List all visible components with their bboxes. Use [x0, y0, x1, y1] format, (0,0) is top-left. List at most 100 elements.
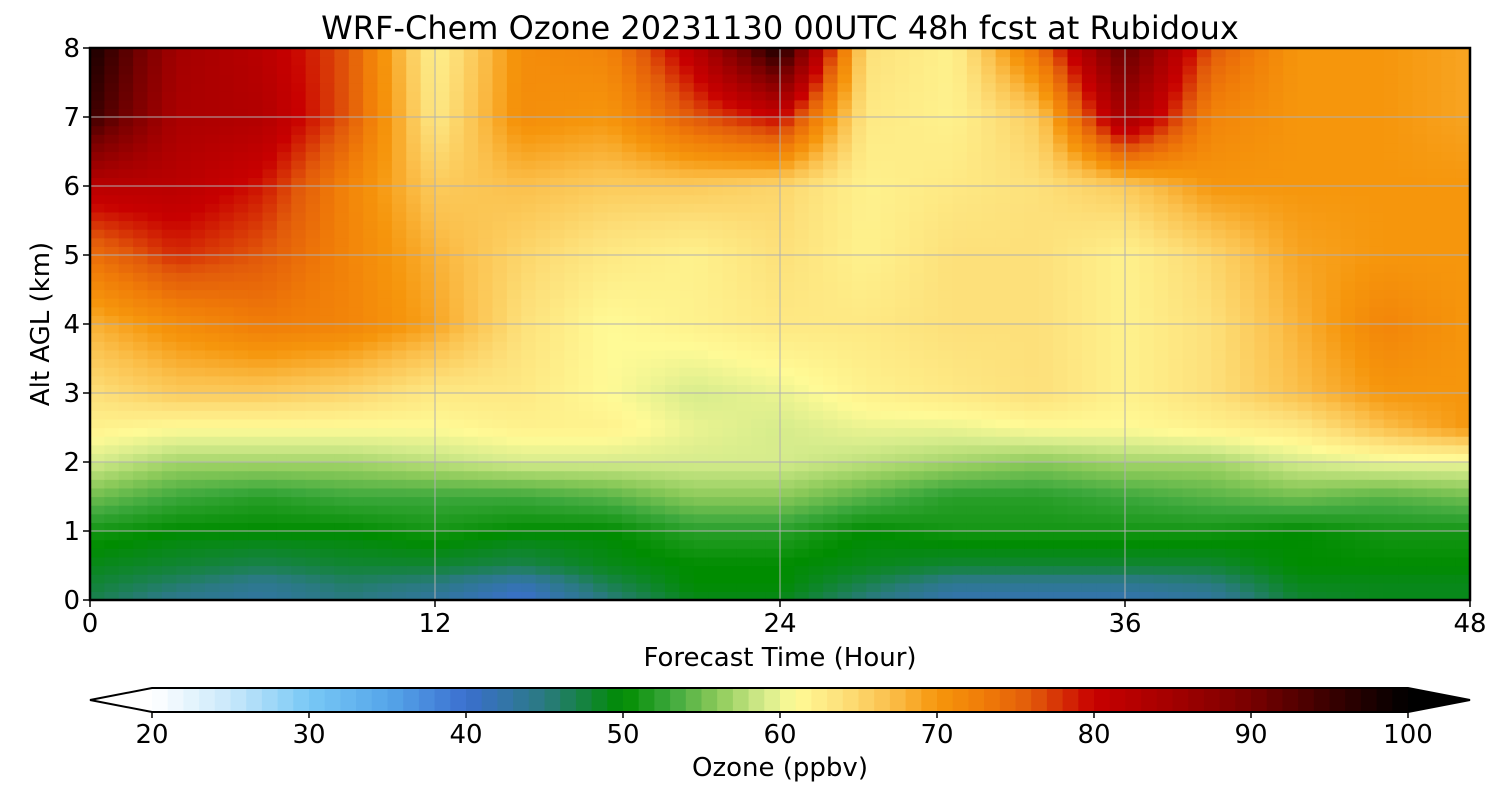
heatmap-cell: [578, 186, 594, 196]
heatmap-cell: [1441, 324, 1457, 334]
heatmap-cell: [205, 229, 220, 239]
heatmap-cell: [262, 444, 278, 454]
heatmap-cell: [938, 591, 954, 601]
heatmap-cell: [708, 384, 724, 394]
heatmap-cell: [219, 375, 235, 385]
heatmap-cell: [334, 367, 350, 377]
heatmap-cell: [377, 591, 393, 601]
heatmap-cell: [478, 358, 494, 368]
heatmap-cell: [492, 255, 508, 265]
heatmap-cell: [823, 539, 839, 549]
heatmap-cell: [823, 367, 839, 377]
heatmap-cell: [981, 479, 997, 489]
heatmap-cell: [1311, 246, 1327, 256]
heatmap-cell: [449, 272, 465, 282]
heatmap-cell: [363, 556, 379, 567]
heatmap-cell: [1426, 194, 1442, 204]
heatmap-cell: [1283, 237, 1299, 247]
heatmap-cell: [276, 539, 292, 549]
heatmap-cell: [1268, 324, 1284, 334]
heatmap-cell: [578, 211, 594, 222]
heatmap-cell: [636, 436, 652, 446]
heatmap-cell: [1355, 315, 1370, 325]
heatmap-cell: [104, 401, 120, 411]
heatmap-cell: [334, 229, 350, 239]
heatmap-cell: [1096, 263, 1112, 273]
heatmap-cell: [1010, 160, 1025, 170]
heatmap-cell: [995, 384, 1011, 394]
heatmap-cell: [190, 168, 206, 178]
heatmap-cell: [1355, 298, 1370, 308]
heatmap-cell: [1441, 160, 1457, 170]
heatmap-cell: [334, 410, 350, 420]
heatmap-cell: [1268, 272, 1284, 282]
heatmap-cell: [1168, 444, 1184, 454]
heatmap-cell: [391, 229, 407, 239]
heatmap-cell: [463, 358, 479, 368]
heatmap-cell: [1125, 582, 1140, 592]
heatmap-cell: [751, 591, 767, 601]
heatmap-cell: [593, 479, 609, 489]
heatmap-cell: [104, 349, 120, 360]
heatmap-cell: [1455, 479, 1471, 489]
heatmap-cell: [1211, 453, 1227, 463]
heatmap-cell: [262, 591, 278, 601]
heatmap-cell: [205, 410, 220, 420]
heatmap-cell: [650, 513, 666, 523]
heatmap-cell: [291, 315, 307, 325]
heatmap-cell: [909, 427, 925, 437]
heatmap-cell: [334, 513, 350, 523]
heatmap-cell: [219, 384, 235, 394]
heatmap-cell: [1398, 565, 1414, 575]
heatmap-cell: [578, 194, 594, 204]
heatmap-cell: [679, 470, 695, 480]
heatmap-cell: [1455, 220, 1471, 230]
heatmap-cell: [90, 220, 105, 230]
heatmap-cell: [449, 582, 465, 592]
heatmap-cell: [435, 349, 450, 360]
heatmap-cell: [348, 574, 364, 584]
heatmap-cell: [851, 211, 867, 222]
heatmap-cell: [1455, 453, 1471, 463]
heatmap-cell: [751, 306, 767, 316]
heatmap-cell: [780, 375, 795, 385]
heatmap-cell: [1024, 591, 1040, 601]
heatmap-cell: [895, 375, 910, 385]
heatmap-cell: [147, 453, 163, 463]
heatmap-cell: [1340, 177, 1356, 187]
heatmap-cell: [1081, 246, 1097, 256]
heatmap-cell: [535, 418, 551, 429]
heatmap-cell: [320, 531, 335, 541]
heatmap-cell: [305, 375, 321, 385]
heatmap-cell: [1311, 582, 1327, 592]
heatmap-cell: [1326, 306, 1342, 316]
heatmap-cell: [1139, 384, 1155, 394]
heatmap-cell: [751, 263, 767, 273]
heatmap-cell: [751, 462, 767, 472]
heatmap-cell: [966, 168, 982, 178]
heatmap-cell: [1038, 393, 1054, 403]
heatmap-cell: [895, 186, 910, 196]
heatmap-cell: [320, 479, 335, 489]
heatmap-cell: [147, 479, 163, 489]
heatmap-cell: [506, 160, 522, 170]
heatmap-cell: [1125, 272, 1140, 282]
heatmap-cell: [938, 453, 954, 463]
heatmap-cell: [1010, 531, 1025, 541]
heatmap-cell: [219, 203, 235, 213]
heatmap-cell: [377, 496, 393, 506]
heatmap-cell: [1254, 168, 1270, 178]
heatmap-cell: [1196, 539, 1212, 549]
heatmap-cell: [1283, 479, 1299, 489]
heatmap-cell: [607, 272, 623, 282]
heatmap-cell: [880, 194, 896, 204]
heatmap-cell: [320, 444, 335, 454]
heatmap-cell: [1067, 349, 1083, 360]
heatmap-cell: [1010, 375, 1025, 385]
heatmap-cell: [995, 410, 1011, 420]
heatmap-cell: [1125, 229, 1140, 239]
heatmap-cell: [348, 315, 364, 325]
heatmap-cell: [880, 315, 896, 325]
heatmap-cell: [693, 203, 709, 213]
heatmap-cell: [693, 306, 709, 316]
